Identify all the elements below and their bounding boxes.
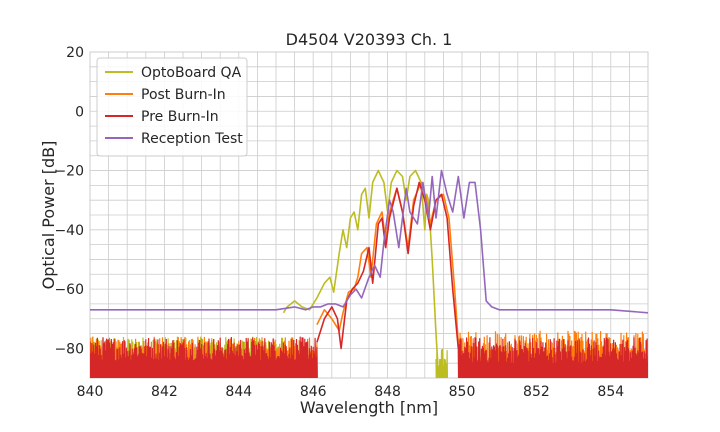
- series-noise-line: [90, 336, 318, 378]
- y-tick-label: −20: [54, 164, 84, 180]
- legend-label: Reception Test: [141, 131, 243, 147]
- series-pre-burn-in: [90, 181, 648, 378]
- x-tick-label: 840: [77, 384, 104, 400]
- x-tick-label: 850: [449, 384, 476, 400]
- x-tick-label: 848: [374, 384, 401, 400]
- series-line: [90, 169, 648, 314]
- y-tick-label: −80: [54, 341, 84, 357]
- series-line: [316, 181, 460, 350]
- x-tick-label: 852: [523, 384, 550, 400]
- y-tick-label: −40: [54, 223, 84, 239]
- y-tick-label: 20: [66, 45, 84, 61]
- legend-label: Pre Burn-In: [141, 109, 219, 125]
- series-noise-line: [435, 348, 449, 378]
- tick-labels: 840 842 844 846 848 850 852 854 −80 −60 −40 −20 0 20: [54, 45, 624, 400]
- x-axis-label: Wavelength [nm]: [300, 398, 438, 417]
- y-axis-label: Optical Power [dB]: [39, 141, 58, 290]
- chart-title: D4504 V20393 Ch. 1: [286, 30, 453, 49]
- legend-label: OptoBoard QA: [141, 65, 242, 81]
- plot-frame: [89, 51, 649, 379]
- x-tick-label: 854: [597, 384, 624, 400]
- series-line: [282, 169, 439, 364]
- series-reception-test: [90, 169, 648, 314]
- x-tick-label: 844: [225, 384, 252, 400]
- series-layer: [90, 169, 648, 378]
- y-tick-label: −60: [54, 282, 84, 298]
- legend-label: Post Burn-In: [141, 87, 226, 103]
- legend-box: [96, 57, 248, 157]
- series-noise-line: [457, 337, 648, 378]
- x-tick-label: 842: [151, 384, 178, 400]
- legend: OptoBoard QA Post Burn-In Pre Burn-In Recep…: [96, 57, 248, 157]
- y-tick-label: 0: [75, 104, 84, 120]
- x-tick-label: 846: [300, 384, 327, 400]
